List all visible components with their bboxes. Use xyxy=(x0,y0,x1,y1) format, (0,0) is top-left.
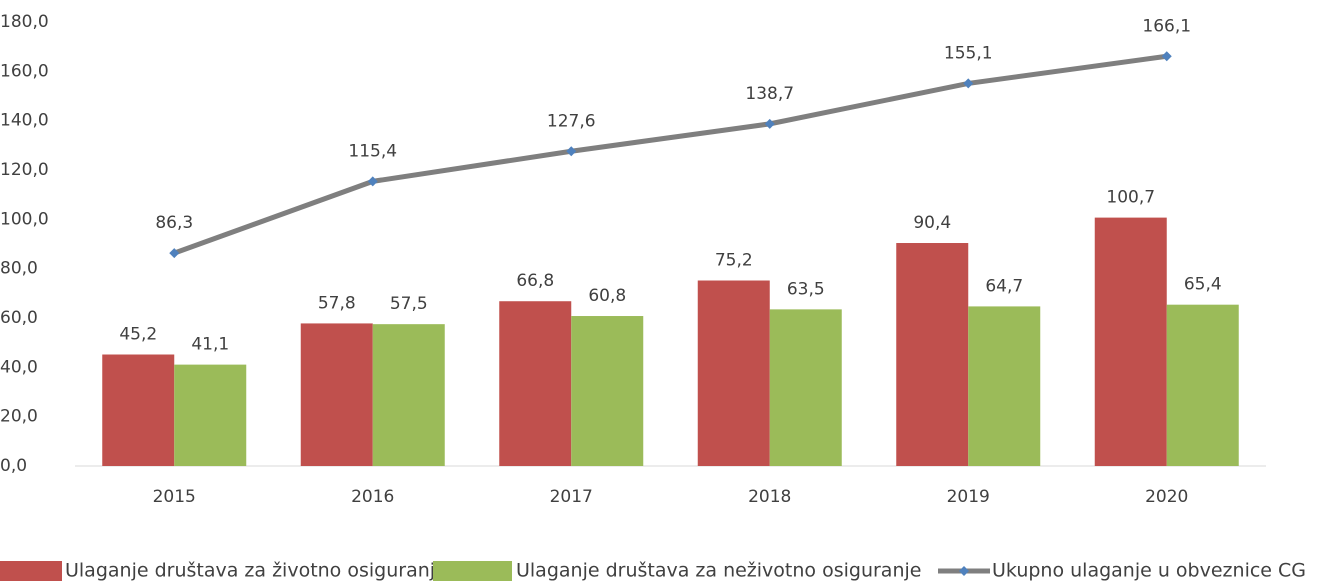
bar xyxy=(896,243,969,466)
y-tick-label: 80,0 xyxy=(0,259,38,279)
legend-label: Ukupno ulaganje u obveznice CG xyxy=(992,560,1306,582)
bar xyxy=(697,280,770,466)
bar xyxy=(102,354,175,466)
y-tick-label: 40,0 xyxy=(0,357,38,377)
y-tick-label: 160,0 xyxy=(0,61,49,81)
bar xyxy=(571,316,644,466)
y-tick-label: 140,0 xyxy=(0,111,49,131)
data-label: 63,5 xyxy=(787,279,825,299)
x-tick-label: 2018 xyxy=(748,487,791,507)
data-label: 100,7 xyxy=(1106,188,1155,208)
bar xyxy=(174,364,247,466)
bar xyxy=(499,301,572,466)
marker xyxy=(169,248,180,259)
data-label: 60,8 xyxy=(588,286,626,306)
data-label: 138,7 xyxy=(745,84,794,104)
y-tick-label: 60,0 xyxy=(0,308,38,328)
bar xyxy=(968,306,1041,466)
marker xyxy=(764,118,775,129)
marker xyxy=(963,78,974,89)
data-label: 90,4 xyxy=(913,213,951,233)
x-tick-label: 2015 xyxy=(153,487,196,507)
y-tick-label: 20,0 xyxy=(0,407,38,427)
bar xyxy=(372,324,445,466)
x-tick-label: 2016 xyxy=(351,487,394,507)
data-label: 66,8 xyxy=(516,271,554,291)
data-label: 45,2 xyxy=(119,325,157,345)
marker xyxy=(1161,51,1172,62)
y-tick-label: 100,0 xyxy=(0,209,49,229)
bar xyxy=(1166,304,1239,466)
marker xyxy=(566,146,577,157)
legend-label: Ulaganje društava za životno osiguranje xyxy=(65,560,447,582)
x-tick-label: 2019 xyxy=(947,487,990,507)
data-label: 75,2 xyxy=(715,251,753,271)
legend-swatch xyxy=(0,561,62,581)
legend-marker xyxy=(959,566,969,576)
legend-label: Ulaganje društava za neživotno osiguranj… xyxy=(516,560,921,582)
data-label: 127,6 xyxy=(547,111,596,131)
data-label: 57,8 xyxy=(318,293,356,313)
bar xyxy=(300,323,373,466)
data-label: 41,1 xyxy=(191,335,229,355)
data-label: 155,1 xyxy=(944,43,993,63)
y-tick-label: 180,0 xyxy=(0,12,49,32)
data-label: 57,5 xyxy=(390,294,428,314)
x-tick-label: 2020 xyxy=(1145,487,1188,507)
marker xyxy=(367,176,378,187)
data-label: 115,4 xyxy=(348,141,397,161)
y-tick-label: 120,0 xyxy=(0,160,49,180)
data-label: 86,3 xyxy=(155,213,193,233)
data-label: 166,1 xyxy=(1142,16,1191,36)
x-tick-label: 2017 xyxy=(550,487,593,507)
data-label: 64,7 xyxy=(985,276,1023,296)
legend-swatch xyxy=(433,561,512,581)
line xyxy=(173,53,1168,256)
data-label: 65,4 xyxy=(1184,275,1222,295)
bar xyxy=(1094,217,1167,466)
y-tick-label: 0,0 xyxy=(0,456,27,476)
bar xyxy=(769,309,842,466)
